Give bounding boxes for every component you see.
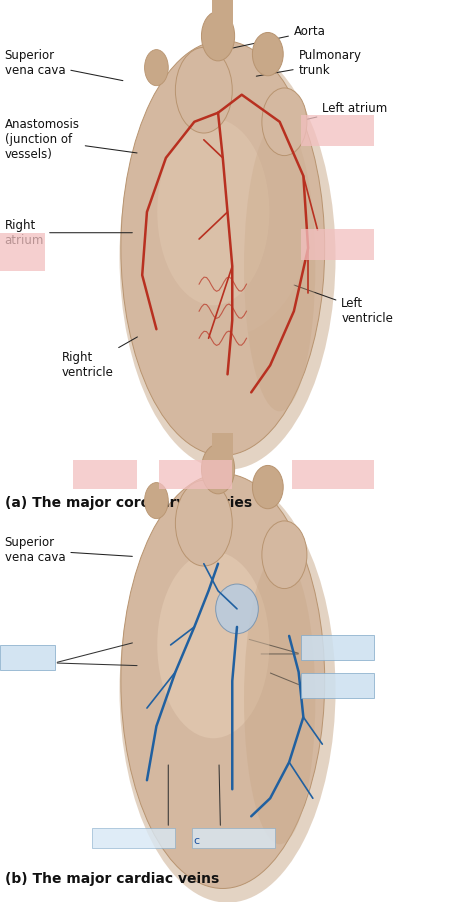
Ellipse shape	[121, 41, 325, 456]
Bar	[301, 115, 374, 146]
Ellipse shape	[244, 121, 315, 411]
Ellipse shape	[157, 119, 269, 305]
Ellipse shape	[175, 47, 232, 133]
Bar	[73, 460, 137, 489]
Ellipse shape	[157, 551, 269, 738]
Text: Right
atrium: Right atrium	[5, 218, 132, 247]
Ellipse shape	[201, 445, 235, 494]
Ellipse shape	[145, 50, 168, 86]
Ellipse shape	[244, 554, 315, 844]
Bar	[192, 828, 275, 848]
Text: Aorta: Aorta	[228, 25, 326, 49]
Bar	[0, 233, 45, 271]
Text: (a) The major coronary arteries: (a) The major coronary arteries	[5, 496, 252, 511]
Ellipse shape	[175, 481, 232, 566]
Text: Right
ventricle: Right ventricle	[62, 337, 137, 380]
Text: Pulmonary
trunk: Pulmonary trunk	[256, 49, 362, 78]
Bar	[92, 828, 175, 848]
Text: (b) The major cardiac veins: (b) The major cardiac veins	[5, 871, 219, 886]
Text: Left atrium: Left atrium	[287, 102, 388, 124]
Text: Superior
vena cava: Superior vena cava	[5, 49, 123, 80]
Ellipse shape	[201, 12, 235, 61]
Ellipse shape	[131, 68, 315, 337]
Bar	[301, 635, 374, 660]
Ellipse shape	[262, 521, 307, 589]
Ellipse shape	[252, 465, 283, 509]
Text: c: c	[193, 835, 200, 846]
Bar	[212, 433, 233, 469]
Ellipse shape	[121, 474, 325, 888]
Bar	[212, 0, 233, 36]
Text: Superior
vena cava: Superior vena cava	[5, 536, 132, 565]
Ellipse shape	[252, 32, 283, 76]
Ellipse shape	[119, 477, 336, 902]
Bar	[0, 645, 55, 670]
Bar	[292, 460, 374, 489]
Text: Anastomosis
(junction of
vessels): Anastomosis (junction of vessels)	[5, 118, 137, 161]
Bar	[301, 673, 374, 698]
Ellipse shape	[262, 87, 307, 156]
Bar	[0, 487, 474, 496]
Bar	[301, 229, 374, 260]
Text: Left
ventricle: Left ventricle	[294, 285, 393, 326]
Ellipse shape	[216, 584, 258, 633]
Ellipse shape	[145, 483, 168, 519]
Bar	[159, 460, 232, 489]
Ellipse shape	[119, 44, 336, 470]
